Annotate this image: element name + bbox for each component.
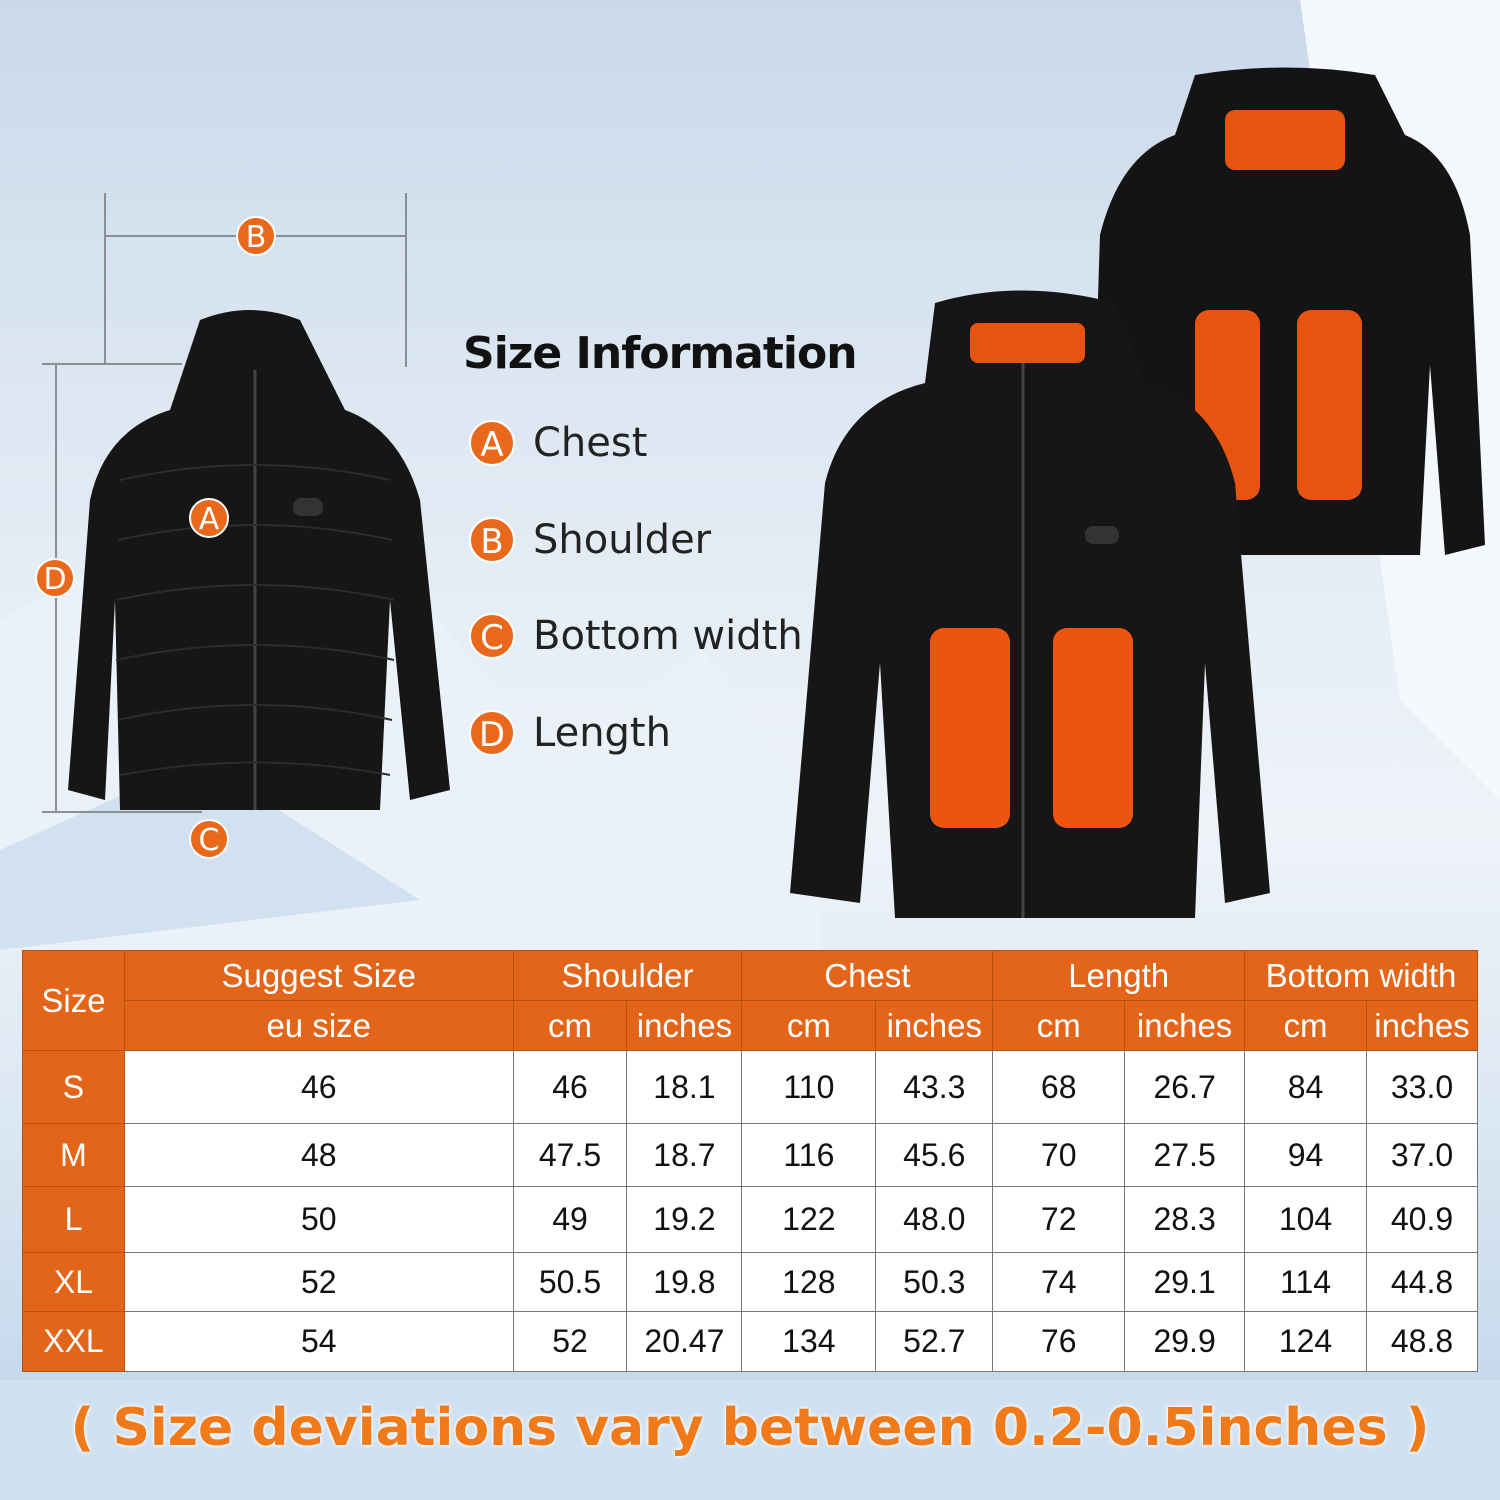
value-cell: 48.8: [1365, 1311, 1479, 1372]
legend-label: Length: [533, 710, 671, 756]
legend-label: Shoulder: [533, 517, 712, 563]
group-header: Chest: [741, 950, 994, 1001]
size-cell: XL: [22, 1252, 125, 1312]
value-cell: 76: [992, 1311, 1126, 1372]
size-information-title: Size Information: [463, 328, 858, 379]
table-row: M 48 47.5 18.7 116 45.6 70 27.5 94 37.0: [22, 1123, 1479, 1187]
value-cell: 48: [123, 1123, 514, 1187]
value-cell: 84: [1244, 1050, 1367, 1124]
size-cell: L: [22, 1186, 125, 1253]
value-cell: 134: [741, 1311, 877, 1372]
subheader: cm: [992, 1000, 1126, 1051]
value-cell: 54: [123, 1311, 514, 1372]
subheader: cm: [741, 1000, 877, 1051]
heated-jacket-front-image: [790, 290, 1270, 918]
legend-letter: B: [469, 517, 515, 563]
value-cell: 43.3: [875, 1050, 994, 1124]
value-cell: 29.9: [1124, 1311, 1246, 1372]
value-cell: 94: [1244, 1123, 1367, 1187]
value-cell: 48.0: [875, 1186, 994, 1253]
value-cell: 52.7: [875, 1311, 994, 1372]
value-cell: 20.47: [626, 1311, 743, 1372]
value-cell: 72: [992, 1186, 1126, 1253]
value-cell: 46: [123, 1050, 514, 1124]
marker-b: B: [236, 216, 276, 256]
size-cell: M: [22, 1123, 125, 1187]
legend-letter: C: [469, 613, 515, 659]
value-cell: 46: [512, 1050, 628, 1124]
value-cell: 74: [992, 1252, 1126, 1312]
subheader: eu size: [123, 1000, 514, 1051]
value-cell: 50: [123, 1186, 514, 1253]
value-cell: 68: [992, 1050, 1126, 1124]
subheader: inches: [875, 1000, 994, 1051]
table-row: XXL 54 52 20.47 134 52.7 76 29.9 124 48.8: [22, 1311, 1479, 1372]
table-row: S 46 46 18.1 110 43.3 68 26.7 84 33.0: [22, 1050, 1479, 1124]
value-cell: 19.8: [626, 1252, 743, 1312]
value-cell: 124: [1244, 1311, 1367, 1372]
value-cell: 29.1: [1124, 1252, 1246, 1312]
group-header: Shoulder: [512, 950, 743, 1001]
value-cell: 44.8: [1365, 1252, 1479, 1312]
marker-a: A: [189, 498, 229, 538]
size-cell: S: [22, 1050, 125, 1124]
group-header: Suggest Size: [123, 950, 514, 1001]
value-cell: 26.7: [1124, 1050, 1246, 1124]
subheader: inches: [1365, 1000, 1479, 1051]
value-cell: 45.6: [875, 1123, 994, 1187]
value-cell: 52: [123, 1252, 514, 1312]
value-cell: 37.0: [1365, 1123, 1479, 1187]
subheader: inches: [626, 1000, 743, 1051]
legend-label: Chest: [533, 420, 648, 466]
size-header: Size: [22, 950, 125, 1051]
value-cell: 50.5: [512, 1252, 628, 1312]
jacket-front-image: [68, 310, 450, 810]
value-cell: 40.9: [1365, 1186, 1479, 1253]
value-cell: 116: [741, 1123, 877, 1187]
value-cell: 18.1: [626, 1050, 743, 1124]
value-cell: 50.3: [875, 1252, 994, 1312]
value-cell: 19.2: [626, 1186, 743, 1253]
value-cell: 110: [741, 1050, 877, 1124]
value-cell: 70: [992, 1123, 1126, 1187]
value-cell: 47.5: [512, 1123, 628, 1187]
value-cell: 104: [1244, 1186, 1367, 1253]
value-cell: 122: [741, 1186, 877, 1253]
legend-letter: D: [469, 710, 515, 756]
value-cell: 114: [1244, 1252, 1367, 1312]
legend-label: Bottom width: [533, 613, 803, 659]
value-cell: 28.3: [1124, 1186, 1246, 1253]
value-cell: 49: [512, 1186, 628, 1253]
subheader: inches: [1124, 1000, 1246, 1051]
table-row: XL 52 50.5 19.8 128 50.3 74 29.1 114 44.8: [22, 1252, 1479, 1312]
value-cell: 52: [512, 1311, 628, 1372]
marker-d: D: [35, 558, 75, 598]
size-chart-table: Size Suggest Size Shoulder Chest Length …: [22, 950, 1479, 1372]
value-cell: 27.5: [1124, 1123, 1246, 1187]
legend-letter: A: [469, 420, 515, 466]
marker-c: C: [189, 819, 229, 859]
value-cell: 33.0: [1365, 1050, 1479, 1124]
value-cell: 128: [741, 1252, 877, 1312]
size-deviation-note: ( Size deviations vary between 0.2-0.5in…: [70, 1398, 1430, 1458]
subheader: cm: [1244, 1000, 1367, 1051]
size-cell: XXL: [22, 1311, 125, 1372]
table-row: L 50 49 19.2 122 48.0 72 28.3 104 40.9: [22, 1186, 1479, 1253]
value-cell: 18.7: [626, 1123, 743, 1187]
subheader: cm: [512, 1000, 628, 1051]
group-header: Bottom width: [1244, 950, 1478, 1001]
group-header: Length: [992, 950, 1246, 1001]
